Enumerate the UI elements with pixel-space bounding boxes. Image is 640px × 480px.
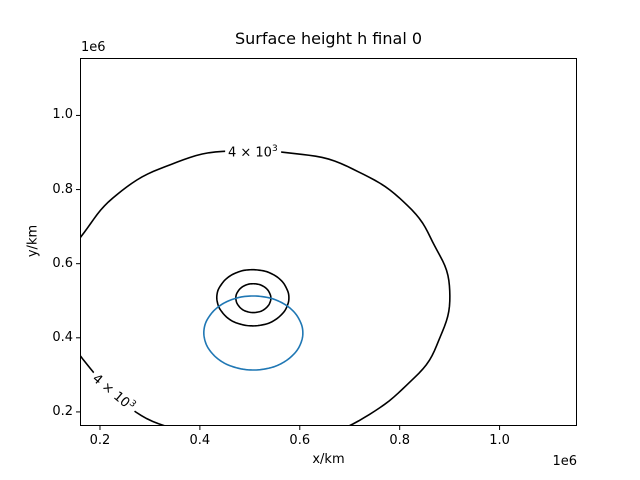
y-tick-label: 1.0	[52, 107, 73, 123]
x-tick-label: 1.0	[489, 433, 510, 448]
chart-title: Surface height h final 0	[234, 29, 423, 48]
y-tick-label: 0.4	[52, 329, 73, 345]
y-axis-label: y/km	[25, 224, 41, 258]
x-tick-label: 0.4	[189, 433, 211, 448]
x-axis-offset-text: 1e6	[552, 454, 577, 469]
y-axis-offset-text: 1e6	[81, 40, 106, 55]
plot-area	[80, 58, 577, 426]
contour-level-label: 4 × 103	[224, 144, 281, 161]
x-tick-label: 0.2	[89, 433, 111, 448]
x-tick-label: 0.6	[289, 433, 311, 448]
y-tick-label: 0.2	[52, 403, 73, 419]
x-tick-label: 0.8	[389, 433, 411, 448]
y-tick-label: 0.6	[52, 255, 73, 271]
y-tick-label: 0.8	[52, 181, 73, 197]
x-axis-label: x/km	[312, 452, 345, 467]
